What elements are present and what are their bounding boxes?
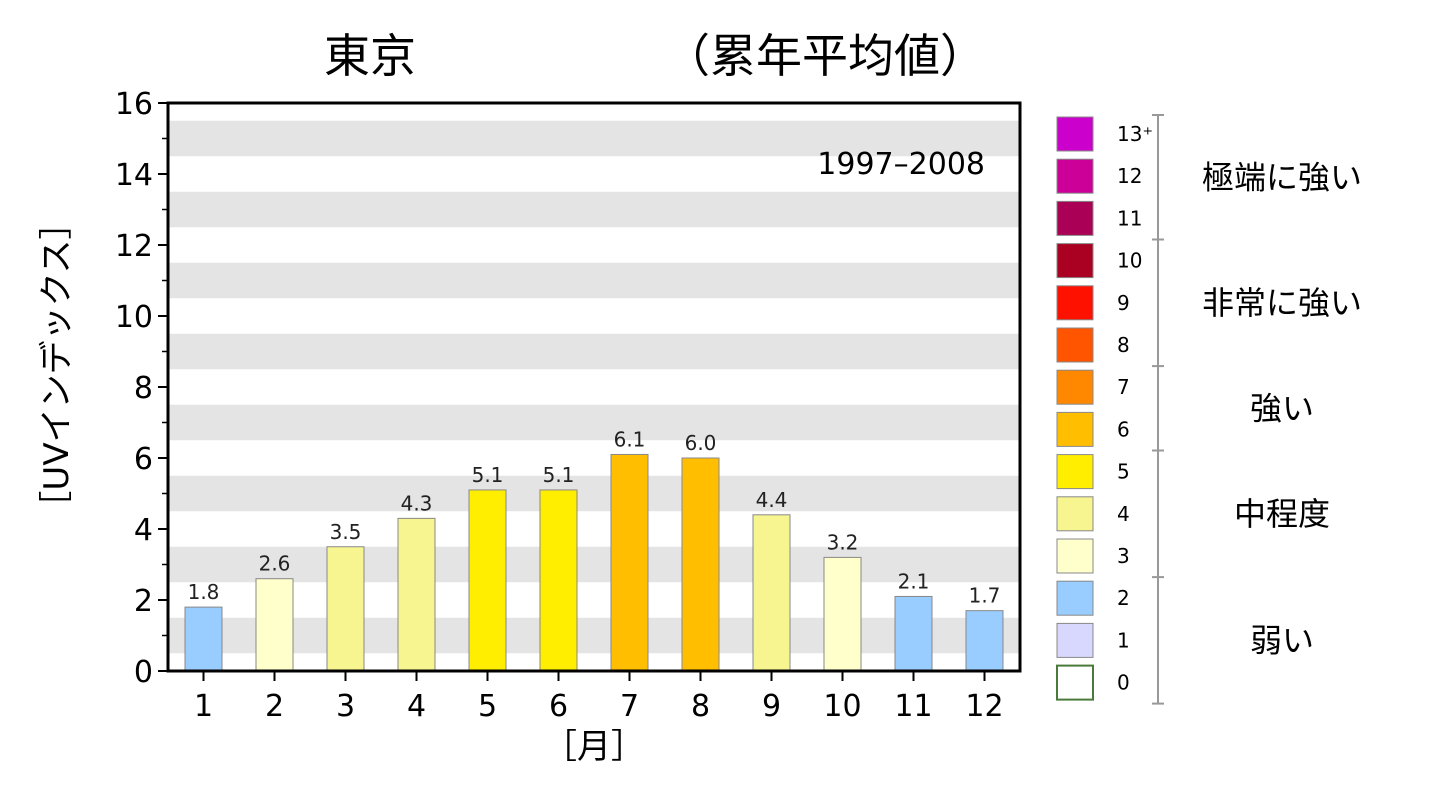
- x-tick-label-9: 9: [762, 689, 781, 724]
- bar-month-10: [823, 556, 862, 672]
- legend-category-label-0: 極端に強い: [1202, 158, 1362, 196]
- legend-level-label: 12: [1117, 164, 1142, 188]
- legend-level-label: 11: [1117, 206, 1142, 230]
- data-label-month-5: 5.1: [472, 463, 504, 487]
- legend-level-label: 2: [1117, 586, 1130, 610]
- legend-level-label: 9: [1117, 291, 1130, 315]
- data-label-month-7: 6.1: [614, 427, 646, 451]
- y-tick-label-14: 14: [115, 158, 153, 193]
- data-label-month-10: 3.2: [827, 530, 859, 554]
- legend-swatch-6: [1056, 369, 1094, 405]
- data-label-month-9: 4.4: [756, 488, 788, 512]
- legend-category-label-3: 中程度: [1234, 495, 1330, 533]
- y-tick-label-4: 4: [134, 513, 153, 548]
- data-label-month-1: 1.8: [188, 580, 220, 604]
- legend-level-label: 0: [1117, 671, 1130, 695]
- bar-month-6: [539, 489, 578, 672]
- grid-band: [168, 333, 1020, 370]
- legend-swatch-4: [1056, 285, 1094, 321]
- x-tick-label-6: 6: [549, 689, 568, 724]
- x-tick-label-4: 4: [407, 689, 426, 724]
- data-label-month-4: 4.3: [401, 491, 433, 515]
- legend-level-label: 3: [1117, 544, 1130, 568]
- legend-swatch-2: [1056, 200, 1094, 236]
- legend-swatch-1: [1056, 158, 1094, 194]
- bar-month-2: [255, 578, 294, 672]
- data-label-month-6: 5.1: [543, 463, 575, 487]
- bars: [184, 453, 1004, 672]
- y-tick-label-8: 8: [134, 371, 153, 406]
- y-tick-label-10: 10: [115, 300, 153, 335]
- legend-swatch-9: [1056, 496, 1094, 532]
- grid-band: [168, 120, 1020, 157]
- bar-month-12: [965, 610, 1004, 672]
- grid-band: [168, 546, 1020, 583]
- bar-month-4: [397, 517, 436, 672]
- legend-swatch-13: [1056, 664, 1094, 701]
- bar-month-3: [326, 546, 365, 672]
- period-label: 1997–2008: [817, 147, 985, 182]
- legend-swatch-5: [1056, 327, 1094, 363]
- chart-title-average: （累年平均値）: [664, 29, 986, 83]
- legend-swatch-3: [1056, 243, 1094, 279]
- y-tick-label-0: 0: [134, 655, 153, 690]
- legend-swatch-11: [1056, 580, 1094, 616]
- x-tick-label-11: 11: [894, 689, 932, 724]
- legend-swatch-8: [1056, 454, 1094, 490]
- x-axis-ticks: 1 2 3 4 5 6 7 8 9 10 11 12: [194, 671, 1004, 724]
- bar-month-1: [184, 606, 223, 672]
- legend-swatch-12: [1056, 622, 1094, 658]
- data-label-month-2: 2.6: [259, 552, 291, 576]
- x-tick-label-8: 8: [691, 689, 710, 724]
- y-tick-label-2: 2: [134, 584, 153, 619]
- y-tick-label-12: 12: [115, 229, 153, 264]
- x-tick-label-5: 5: [478, 689, 497, 724]
- legend-swatch-7: [1056, 411, 1094, 447]
- legend-category-label-2: 強い: [1250, 389, 1314, 427]
- bar-month-7: [610, 453, 649, 672]
- legend-level-label: 6: [1117, 417, 1130, 441]
- x-tick-label-1: 1: [194, 689, 213, 724]
- chart-title-location: 東京: [324, 29, 416, 83]
- x-axis-label: ［月］: [543, 727, 645, 767]
- x-tick-label-2: 2: [265, 689, 284, 724]
- grid-band: [168, 191, 1020, 228]
- bar-month-8: [681, 457, 720, 672]
- data-label-month-3: 3.5: [330, 520, 362, 544]
- data-label-month-12: 1.7: [969, 584, 1001, 608]
- bar-month-5: [468, 489, 507, 672]
- legend-swatch-0: [1056, 116, 1094, 152]
- grid-bands: [168, 120, 1020, 654]
- y-axis-ticks: 0 2 4 6 8 10 12 14 16: [115, 87, 168, 690]
- data-labels: 1.8 2.6 3.5 4.3 5.1 5.1 6.1 6.0 4.4 3.2 2.1 1.7: [188, 427, 1001, 607]
- x-tick-label-10: 10: [823, 689, 861, 724]
- bar-month-11: [894, 595, 933, 672]
- grid-band: [168, 617, 1020, 654]
- x-tick-label-7: 7: [620, 689, 639, 724]
- y-axis-label: ［UVインデックス］: [37, 205, 77, 524]
- legend-swatch-10: [1056, 538, 1094, 574]
- data-label-month-8: 6.0: [685, 431, 717, 455]
- legend-level-label: 13⁺: [1117, 122, 1153, 146]
- legend-category-label-4: 弱い: [1250, 621, 1314, 659]
- x-tick-label-12: 12: [965, 689, 1003, 724]
- legend-category-label-1: 非常に強い: [1202, 284, 1362, 322]
- legend-level-label: 5: [1117, 460, 1130, 484]
- data-label-month-11: 2.1: [898, 569, 930, 593]
- grid-band: [168, 262, 1020, 299]
- legend-level-label: 4: [1117, 502, 1130, 526]
- x-tick-label-3: 3: [336, 689, 355, 724]
- grid-band: [168, 475, 1020, 512]
- legend-level-label: 7: [1117, 375, 1130, 399]
- y-tick-label-6: 6: [134, 442, 153, 477]
- legend-level-label: 1: [1117, 628, 1130, 652]
- bar-month-9: [752, 514, 791, 672]
- y-tick-label-16: 16: [115, 87, 153, 122]
- legend-level-label: 10: [1117, 249, 1142, 273]
- plot-frame: [166, 101, 1022, 673]
- grid-band: [168, 404, 1020, 441]
- legend-level-label: 8: [1117, 333, 1130, 357]
